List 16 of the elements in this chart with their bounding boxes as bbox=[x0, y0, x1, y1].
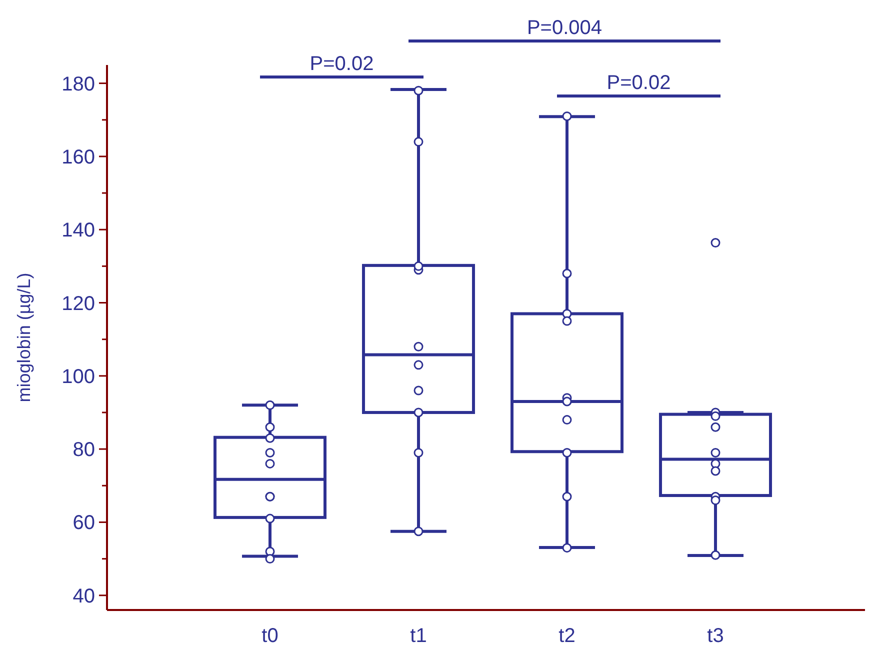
y-tick-label: 160 bbox=[62, 146, 95, 168]
text: P=0.004 bbox=[526, 17, 602, 39]
annotation: P=0.02 bbox=[606, 72, 671, 94]
y-tick-label: 40 bbox=[72, 585, 95, 608]
x-tick-label: t0 bbox=[262, 625, 278, 647]
x-tick-label: t2 bbox=[558, 625, 576, 647]
y-tick-label: 80 bbox=[72, 439, 95, 462]
y-tick-label: 120 bbox=[62, 292, 95, 315]
y-tick-label: 140 bbox=[62, 220, 95, 242]
y-tick-label: 180 bbox=[62, 73, 95, 96]
y-tick-label: 60 bbox=[72, 512, 95, 534]
x-tick-label: t1 bbox=[410, 625, 427, 647]
y-axis-title: mioglobin (µg/L) bbox=[14, 272, 34, 402]
annotation: P=0.02 bbox=[310, 53, 374, 75]
y-tick-label: 100 bbox=[62, 366, 95, 388]
x-tick-label: t3 bbox=[707, 625, 724, 647]
